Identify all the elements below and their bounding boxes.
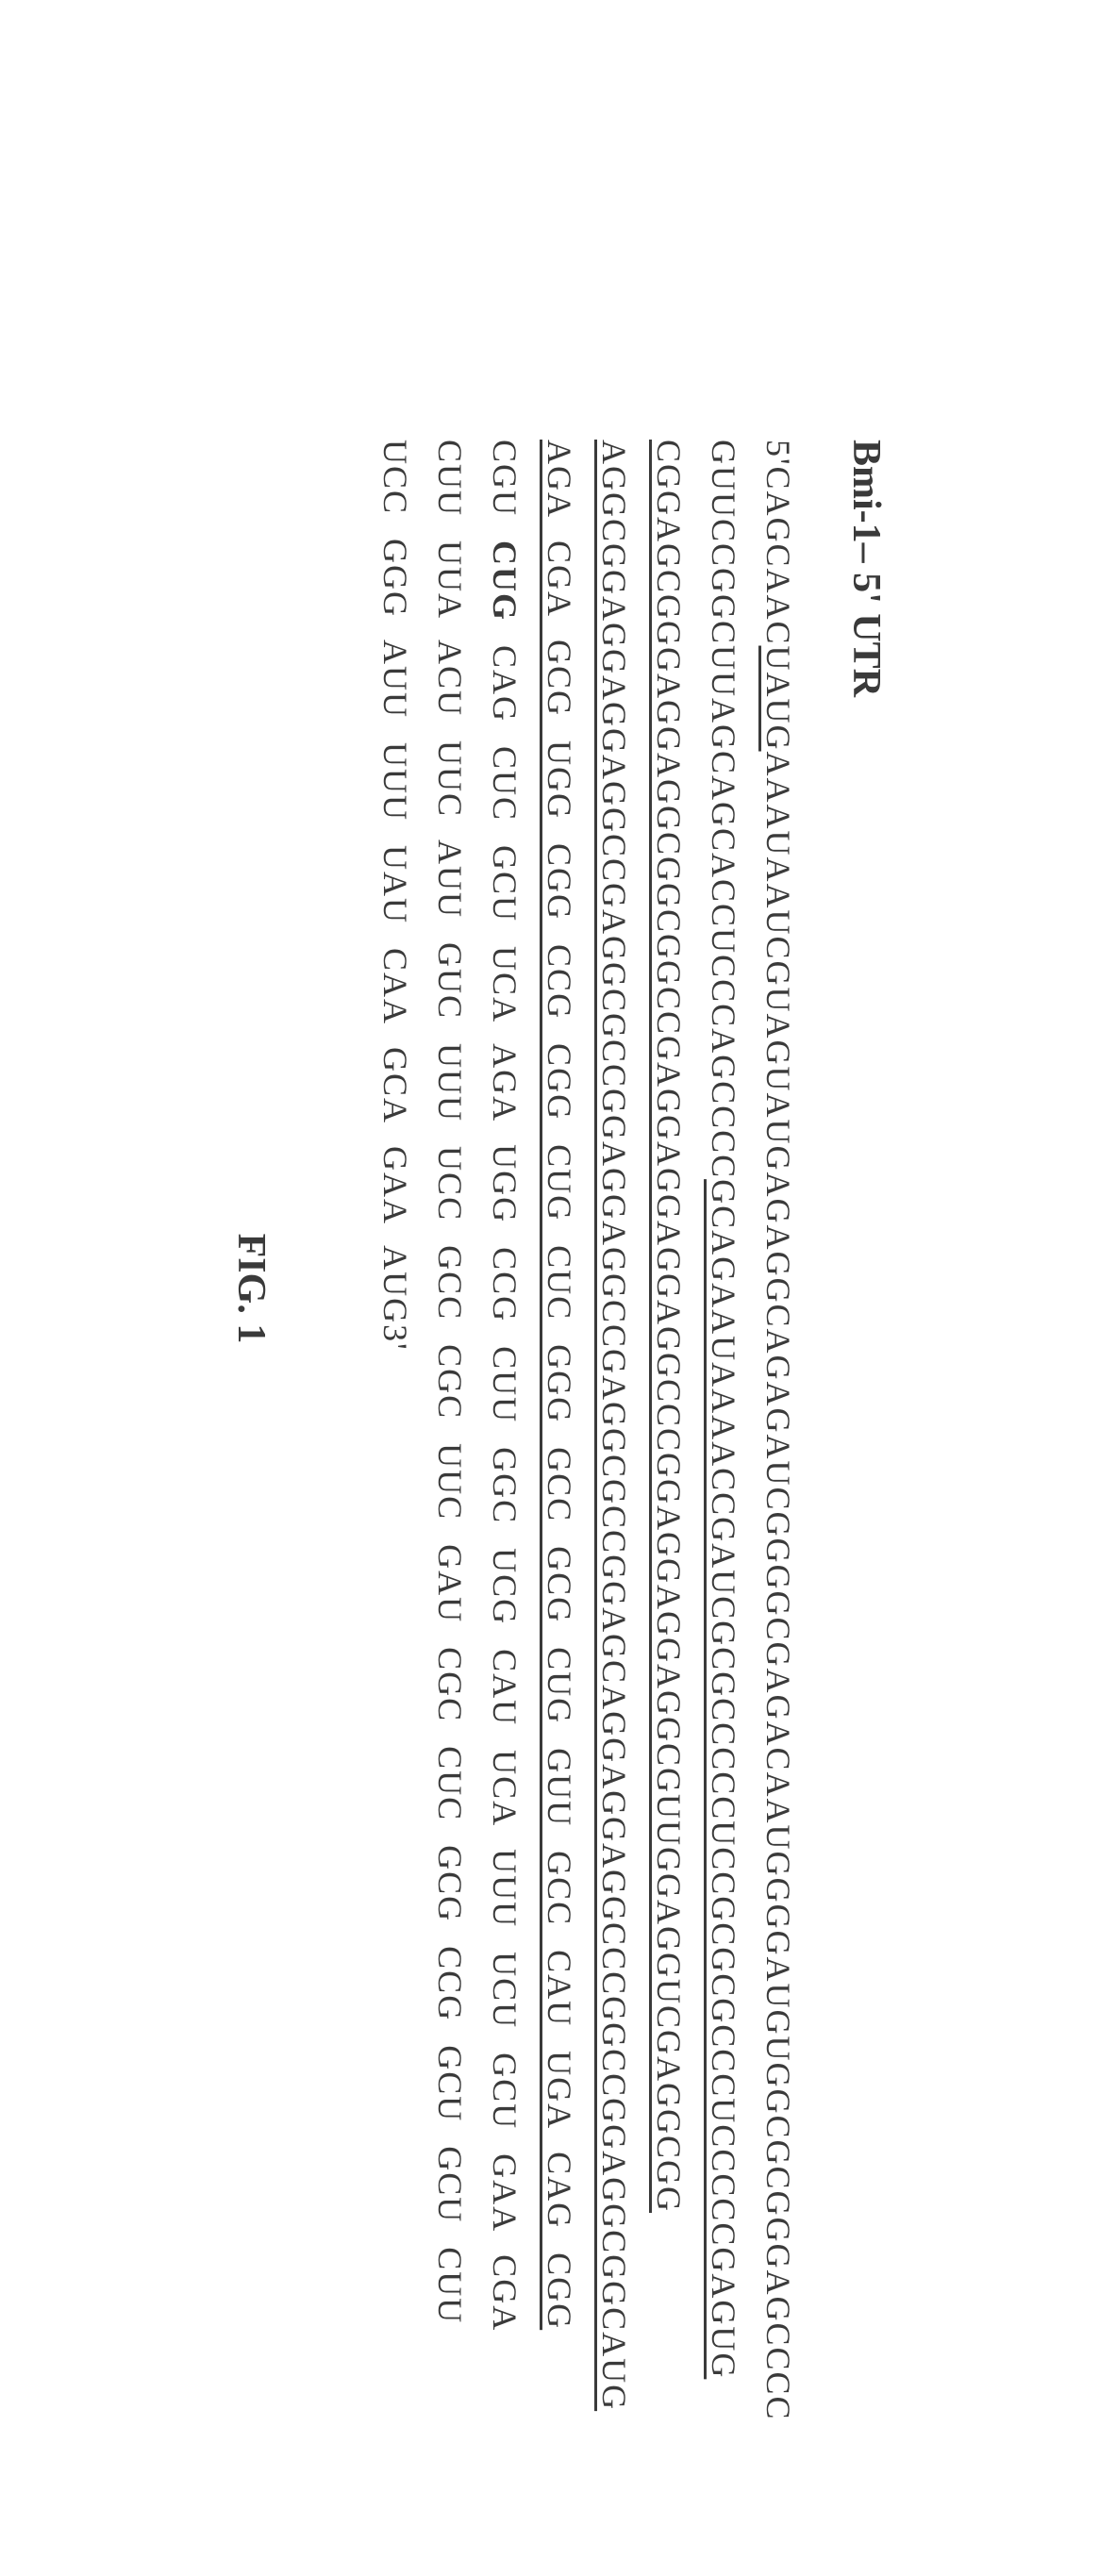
sequence-block: 5'CAGCAACUAUGAAAUAAUCGUAGUAUGAGAGGCAGAGA…: [368, 440, 806, 2137]
sequence-line-4: AGGCGGAGGAGGAGGCCGAGGCGCCGGAGGAGGCCGAGGC…: [587, 440, 641, 2137]
seq-text: CGGAGCGGGAGGAGGCGGCGGCCGAGGAGGAGGAGGCCCG…: [650, 440, 688, 2213]
codon-text: UCC GGG AUU UUU UAU CAA GCA GAA AUG3': [376, 440, 414, 1352]
seq-prefix: 5': [759, 440, 797, 467]
seq-text: CAGCAAC: [759, 466, 797, 645]
codon-text: CAG CUC GCU UCA AGA UGG CCG CUU GGC UCG …: [486, 622, 524, 2332]
sequence-line-3: CGGAGCGGGAGGAGGCGGCGGCCGAGGAGGAGGAGGCCCG…: [641, 440, 696, 2137]
rotated-figure-container: Bmi-1– 5' UTR 5'CAGCAACUAUGAAAUAAUCGUAGU…: [228, 440, 889, 2137]
seq-underlined: GCAGAAUAAAACCGAUCGCGCCCCCUCCGCGCGCCCUCCC…: [705, 1179, 742, 2379]
seq-text: AAAUAAUCGUAGUAUGAGAGGCAGAGAUCGGGGCGAGACA…: [759, 751, 797, 2420]
figure-title: Bmi-1– 5' UTR: [843, 440, 889, 2137]
bold-codon: CUG: [486, 540, 524, 622]
codon-row-1: AGA CGA GCG UGG CGG CCG CGG CUG CUC GGG …: [532, 440, 587, 2137]
seq-underlined: AGGCGGAGGAGGAGGCCGAGGCGCCGGAGGAGGCCGAGGC…: [595, 440, 633, 2411]
codon-row-3: CUU UUA ACU UUC AUU GUC UUU UCC GCC CGC …: [423, 440, 477, 2137]
figure-label: FIG. 1: [228, 440, 274, 2137]
codon-text: CUU UUA ACU UUC AUU GUC UUU UCC GCC CGC …: [431, 440, 469, 2324]
codon-text: AGA CGA GCG UGG CGG CCG CGG CUG CUC GGG …: [541, 440, 578, 2330]
seq-text: GUUCCGGCUUAGCAGCACCUCCCAGCCCC: [705, 440, 742, 1179]
sequence-line-1: 5'CAGCAACUAUGAAAUAAUCGUAGUAUGAGAGGCAGAGA…: [751, 440, 806, 2137]
seq-underlined: UAUG: [759, 645, 797, 751]
codon-text: CGU: [486, 440, 524, 540]
sequence-line-2: GUUCCGGCUUAGCAGCACCUCCCAGCCCCGCAGAAUAAAA…: [696, 440, 751, 2137]
codon-row-4: UCC GGG AUU UUU UAU CAA GCA GAA AUG3': [368, 440, 423, 2137]
codon-row-2: CGU CUG CAG CUC GCU UCA AGA UGG CCG CUU …: [477, 440, 532, 2137]
